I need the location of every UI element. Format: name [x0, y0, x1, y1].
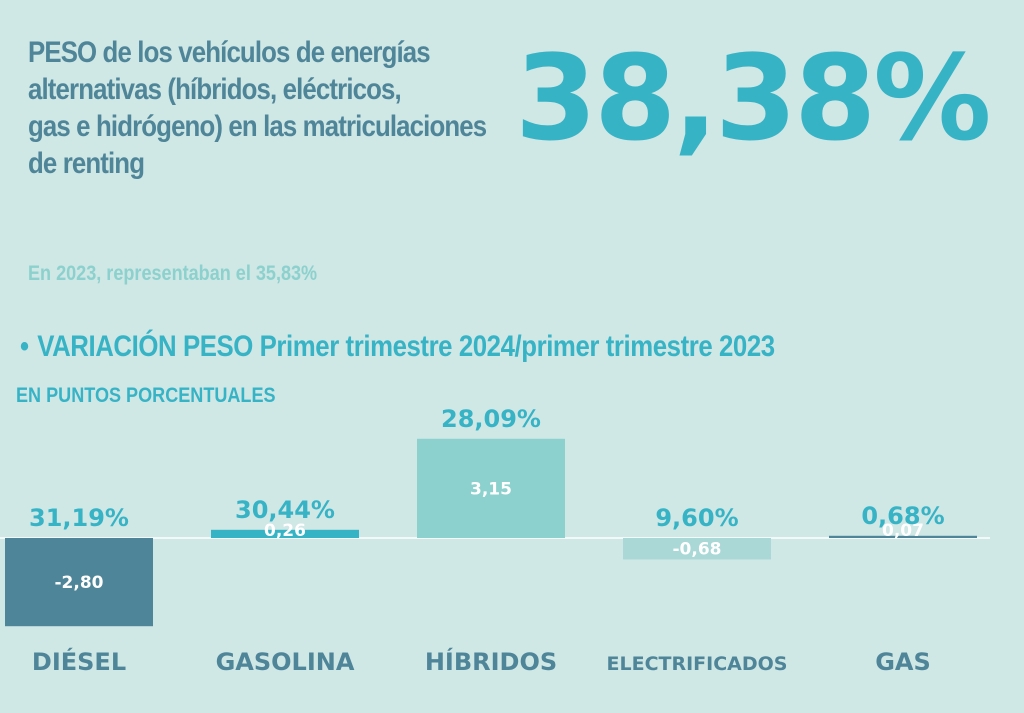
bar-value-label-1: -2,80 [55, 573, 104, 593]
previous-year-note: En 2023, representaban el 35,83% [28, 262, 318, 285]
bar-4 [623, 538, 771, 560]
share-label-5: 0,68% [861, 502, 944, 530]
share-label-1: 31,19% [29, 504, 129, 532]
bar-5 [829, 535, 977, 538]
section-title: • VARIACIÓN PESO Primer trimestre 2024/pr… [20, 330, 775, 364]
share-label-3: 28,09% [441, 405, 541, 433]
category-label-4: ELECTRIFICADOS [607, 653, 788, 675]
bar-value-label-3: 3,15 [470, 479, 512, 499]
bullet-icon: • [20, 330, 29, 363]
share-label-2: 30,44% [235, 496, 335, 524]
bar-value-label-4: -0,68 [673, 540, 722, 560]
headline-line-2: alternativas (híbridos, eléctricos, [28, 73, 402, 106]
share-label-4: 9,60% [655, 504, 738, 532]
category-label-3: HÍBRIDOS [425, 647, 557, 676]
category-label-5: GAS [875, 648, 931, 676]
section-subtitle: EN PUNTOS PORCENTUALES [16, 384, 276, 407]
bar-2 [211, 529, 359, 538]
headline-line-3: gas e hidrógeno) en las matriculaciones [28, 110, 487, 143]
big-percentage: 38,38% [515, 29, 991, 167]
category-label-2: GASOLINA [216, 648, 355, 676]
headline-line-1: PESO de los vehículos de energías [28, 36, 431, 69]
bar-1 [5, 538, 153, 627]
headline: PESO de los vehículos de energías altern… [28, 34, 518, 182]
category-label-1: DIÉSEL [32, 647, 126, 676]
bar-value-label-5: 0,07 [882, 521, 924, 541]
bar-3 [417, 438, 565, 538]
bar-value-label-2: 0,26 [264, 521, 306, 541]
section-title-text: VARIACIÓN PESO Primer trimestre 2024/pri… [37, 330, 775, 363]
headline-line-4: de renting [28, 147, 145, 180]
